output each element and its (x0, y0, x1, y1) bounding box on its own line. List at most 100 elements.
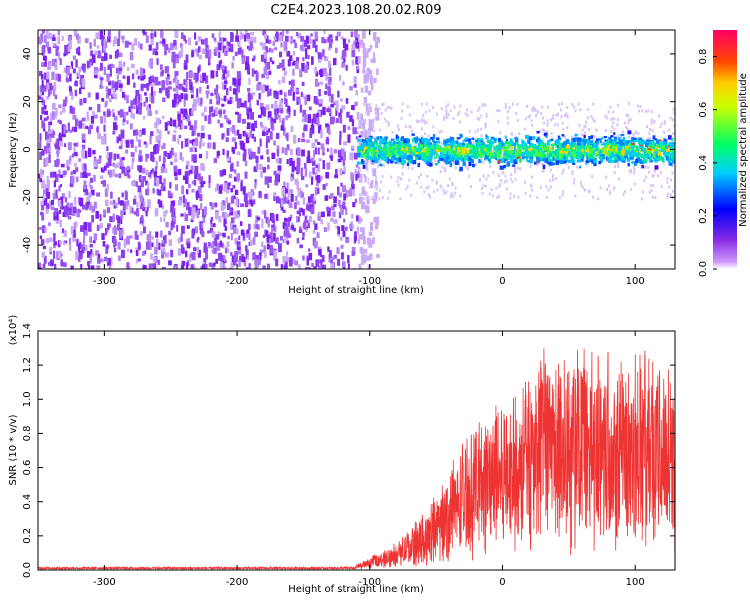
spectrogram-y-tick-label: -20 (22, 189, 33, 205)
spectrogram-cell (390, 149, 393, 154)
spectrogram-cell (490, 136, 495, 140)
spectrogram-cell (373, 147, 378, 150)
spectrogram-cell (44, 184, 49, 189)
spectrogram-cell (644, 158, 648, 164)
spectrogram-cell (237, 113, 242, 121)
spectrogram-cell (302, 132, 305, 138)
spectrogram-cell (286, 50, 291, 57)
spectrogram-cell (392, 148, 396, 151)
spectrogram-cell (49, 147, 52, 153)
spectrogram-cell (49, 237, 53, 242)
spectrogram-cell (186, 172, 191, 176)
spectrogram-cell (200, 203, 203, 210)
spectrogram-cell (83, 166, 87, 173)
spectrogram-cell (425, 186, 428, 190)
spectrogram-cell (150, 33, 153, 39)
spectrogram-cell (503, 150, 506, 154)
spectrogram-cell (575, 153, 580, 158)
spectrogram-cell (248, 77, 251, 85)
colorbar: 0.00.20.40.60.8 Normalized spectral ampl… (698, 30, 749, 277)
spectrogram-cell (600, 143, 604, 146)
spectrogram-cell (439, 157, 444, 161)
spectrogram-cell (480, 157, 483, 161)
spectrogram-cell (181, 156, 184, 162)
spectrogram-cell (367, 140, 371, 144)
spectrogram-cell (594, 151, 598, 155)
spectrogram-cell (215, 258, 218, 264)
spectrogram-cell (487, 174, 490, 178)
spectrogram-cell (90, 189, 95, 196)
spectrogram-cell (310, 125, 315, 134)
spectrogram-cell (177, 237, 181, 244)
spectrogram-cell (358, 216, 361, 224)
spectrogram-cell (388, 147, 392, 152)
spectrogram-cell (155, 160, 159, 169)
spectrogram-cell (447, 103, 450, 107)
spectrogram-cell (464, 137, 468, 141)
spectrogram-cell (43, 35, 47, 43)
spectrogram-cell (405, 155, 410, 160)
spectrogram-cell (513, 167, 516, 171)
spectrogram-cell (364, 254, 367, 260)
spectrogram-cell (103, 133, 107, 138)
spectrogram-cell (83, 180, 87, 190)
spectrogram-cell (469, 145, 474, 150)
spectrogram-cell (466, 108, 469, 112)
spectrogram-cell (547, 105, 550, 109)
spectrogram-cell (107, 65, 112, 70)
spectrogram-cell (69, 183, 74, 188)
spectrogram-cell (624, 155, 628, 159)
spectrogram-cell (357, 131, 360, 135)
spectrogram-cell (561, 121, 564, 125)
spectrogram-cell (356, 161, 361, 165)
snr-y-tick-label: 0.6 (22, 460, 33, 476)
spectrogram-cell (363, 140, 367, 143)
spectrogram-cell (528, 156, 532, 160)
spectrogram-cell (482, 148, 486, 151)
spectrogram-cell (309, 130, 313, 138)
spectrogram-cell (89, 236, 93, 243)
spectrogram-cell (325, 83, 328, 90)
spectrogram-cell (223, 95, 227, 102)
spectrogram-cell (431, 106, 434, 110)
spectrogram-cell (648, 156, 653, 161)
spectrogram-cell (403, 139, 406, 145)
spectrogram-cell (129, 123, 133, 130)
spectrogram-cell (355, 65, 360, 70)
spectrogram-cell (376, 185, 379, 189)
spectrogram-cell (504, 174, 507, 178)
spectrogram-cell (459, 104, 462, 108)
spectrogram-cell (429, 195, 432, 199)
spectrogram-cell (201, 264, 206, 269)
spectrogram-cell (536, 111, 539, 115)
spectrogram-cell (154, 208, 159, 217)
spectrogram-cell (87, 222, 92, 231)
spectrogram-cell (41, 100, 44, 106)
spectrogram-cell (57, 30, 61, 36)
spectrogram-cell (148, 44, 152, 51)
spectrogram-cell (458, 155, 462, 161)
spectrogram-cell (67, 142, 72, 151)
spectrogram-cell (105, 86, 109, 92)
spectrogram-cell (180, 244, 184, 253)
spectrogram-cell (301, 237, 305, 241)
spectrogram-cell (114, 173, 118, 178)
spectrogram-cell (186, 225, 190, 229)
spectrogram-cell (475, 139, 479, 143)
spectrogram-cell (191, 229, 195, 239)
spectrogram-cell (635, 130, 638, 134)
spectrogram-cell (184, 125, 188, 130)
spectrogram-cell (420, 172, 423, 176)
spectrogram-cell (306, 156, 311, 164)
spectrogram-cell (251, 133, 255, 139)
spectrogram-cell (279, 117, 282, 123)
spectrogram-cell (278, 158, 282, 164)
spectrogram-cell (643, 140, 646, 144)
spectrogram-cell (509, 147, 512, 151)
spectrogram-cell (539, 186, 542, 190)
spectrogram-cell (571, 170, 574, 174)
spectrogram-cell (116, 74, 119, 80)
spectrogram-cell (655, 146, 658, 149)
spectrogram-cell (194, 226, 198, 234)
spectrogram-cell (218, 216, 222, 223)
